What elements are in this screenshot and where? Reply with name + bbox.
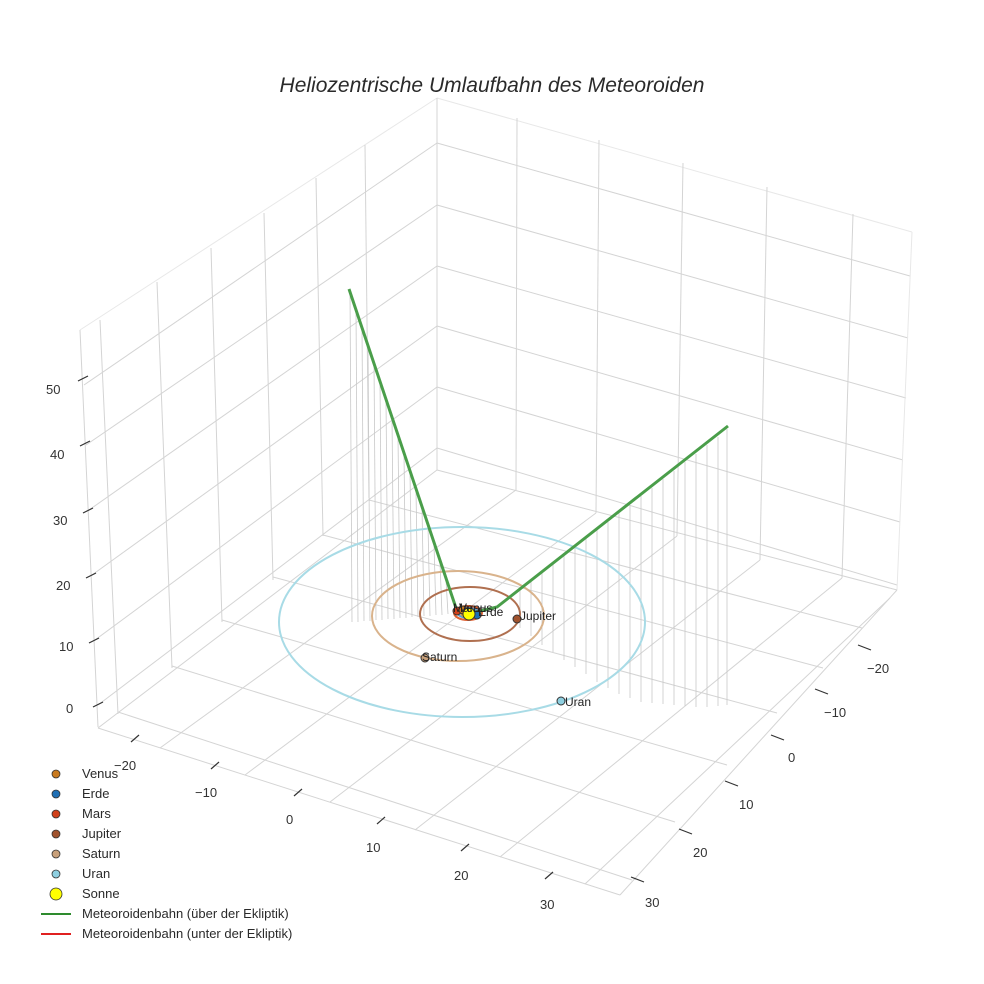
jupiter-orbit	[419, 586, 521, 642]
erde-marker-icon	[51, 789, 61, 799]
uran-orbit	[278, 526, 646, 718]
z-tick-0: 0	[66, 701, 73, 716]
red-line-icon	[41, 933, 71, 935]
saturn-marker-icon	[51, 849, 61, 859]
y-tick-0: 0	[788, 750, 795, 765]
x-tick-m10: −10	[195, 785, 217, 800]
z-tick-50: 50	[46, 382, 60, 397]
y-tick-30: 30	[645, 895, 659, 910]
mars-marker-icon	[51, 809, 61, 819]
y-tick-20: 20	[693, 845, 707, 860]
label-saturn: Saturn	[422, 650, 457, 664]
grid-lines	[79, 97, 913, 896]
label-uran: Uran	[565, 695, 591, 709]
z-tick-30: 30	[53, 513, 67, 528]
y-tick-m10: −10	[824, 705, 846, 720]
planets	[420, 605, 566, 706]
x-tick-20: 20	[454, 868, 468, 883]
label-mars: Mars	[453, 601, 480, 615]
sonne-marker	[462, 607, 476, 621]
saturn-marker	[420, 653, 430, 663]
z-tick-20: 20	[56, 578, 70, 593]
y-tick-10: 10	[739, 797, 753, 812]
x-tick-10: 10	[366, 840, 380, 855]
jupiter-marker	[512, 614, 522, 624]
x-tick-30: 30	[540, 897, 554, 912]
tick-marks	[77, 375, 872, 883]
meteoroid-trajectory	[347, 288, 729, 616]
uran-marker	[556, 696, 566, 706]
saturn-orbit	[371, 570, 545, 662]
venus-marker-icon	[51, 769, 61, 779]
jupiter-marker-icon	[51, 829, 61, 839]
uran-marker-icon	[51, 869, 61, 879]
sonne-marker-icon	[49, 887, 63, 901]
x-tick-0: 0	[286, 812, 293, 827]
drop-lines	[349, 291, 728, 707]
x-tick-m20: −20	[114, 758, 136, 773]
z-tick-10: 10	[59, 639, 73, 654]
y-tick-m20: −20	[867, 661, 889, 676]
z-tick-40: 40	[50, 447, 64, 462]
label-venus: Venus	[459, 601, 492, 615]
label-jupiter: Jupiter	[520, 609, 556, 623]
chart-title: Heliozentrische Umlaufbahn des Meteoroid…	[279, 74, 705, 97]
green-line-icon	[41, 913, 71, 915]
label-erde: Erde	[478, 605, 504, 619]
